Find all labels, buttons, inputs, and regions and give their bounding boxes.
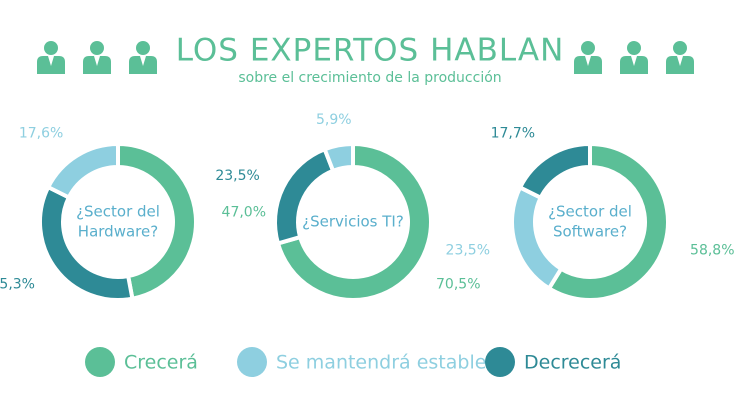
- legend-label: Decrecerá: [524, 352, 621, 374]
- center-label: Hardware?: [78, 223, 158, 241]
- subtitle: sobre el crecimiento de la producción: [238, 70, 501, 86]
- icons-right: [574, 41, 694, 74]
- legend-label: Crecerá: [124, 352, 198, 374]
- value-label: 17,6%: [19, 126, 63, 142]
- donut-segment: [45, 141, 120, 201]
- value-label: 58,8%: [690, 242, 734, 258]
- donut-segment: [546, 141, 670, 302]
- center-label: Software?: [553, 223, 627, 241]
- value-label: 23,5%: [215, 168, 259, 184]
- value-label: 70,5%: [436, 277, 480, 293]
- value-label: 23,5%: [446, 243, 490, 259]
- donut-segment: [322, 141, 355, 174]
- value-label: 17,7%: [491, 126, 535, 142]
- legend-label: Se mantendrá estable: [276, 352, 486, 374]
- legend-swatch: [237, 347, 267, 377]
- center-label: ¿Sector del: [548, 203, 632, 221]
- donut-segment: [275, 141, 433, 302]
- legend-swatch: [485, 347, 515, 377]
- value-label: 35,3%: [0, 277, 35, 293]
- donut-segment: [517, 141, 592, 201]
- value-label: 5,9%: [316, 112, 352, 128]
- value-label: 47,0%: [222, 204, 266, 220]
- title: LOS EXPERTOS HABLAN: [176, 33, 565, 69]
- center-label: ¿Sector del: [76, 203, 160, 221]
- icons-left: [37, 41, 157, 74]
- center-label: ¿Servicios TI?: [302, 213, 404, 231]
- legend-swatch: [85, 347, 115, 377]
- donut-segment: [116, 141, 198, 301]
